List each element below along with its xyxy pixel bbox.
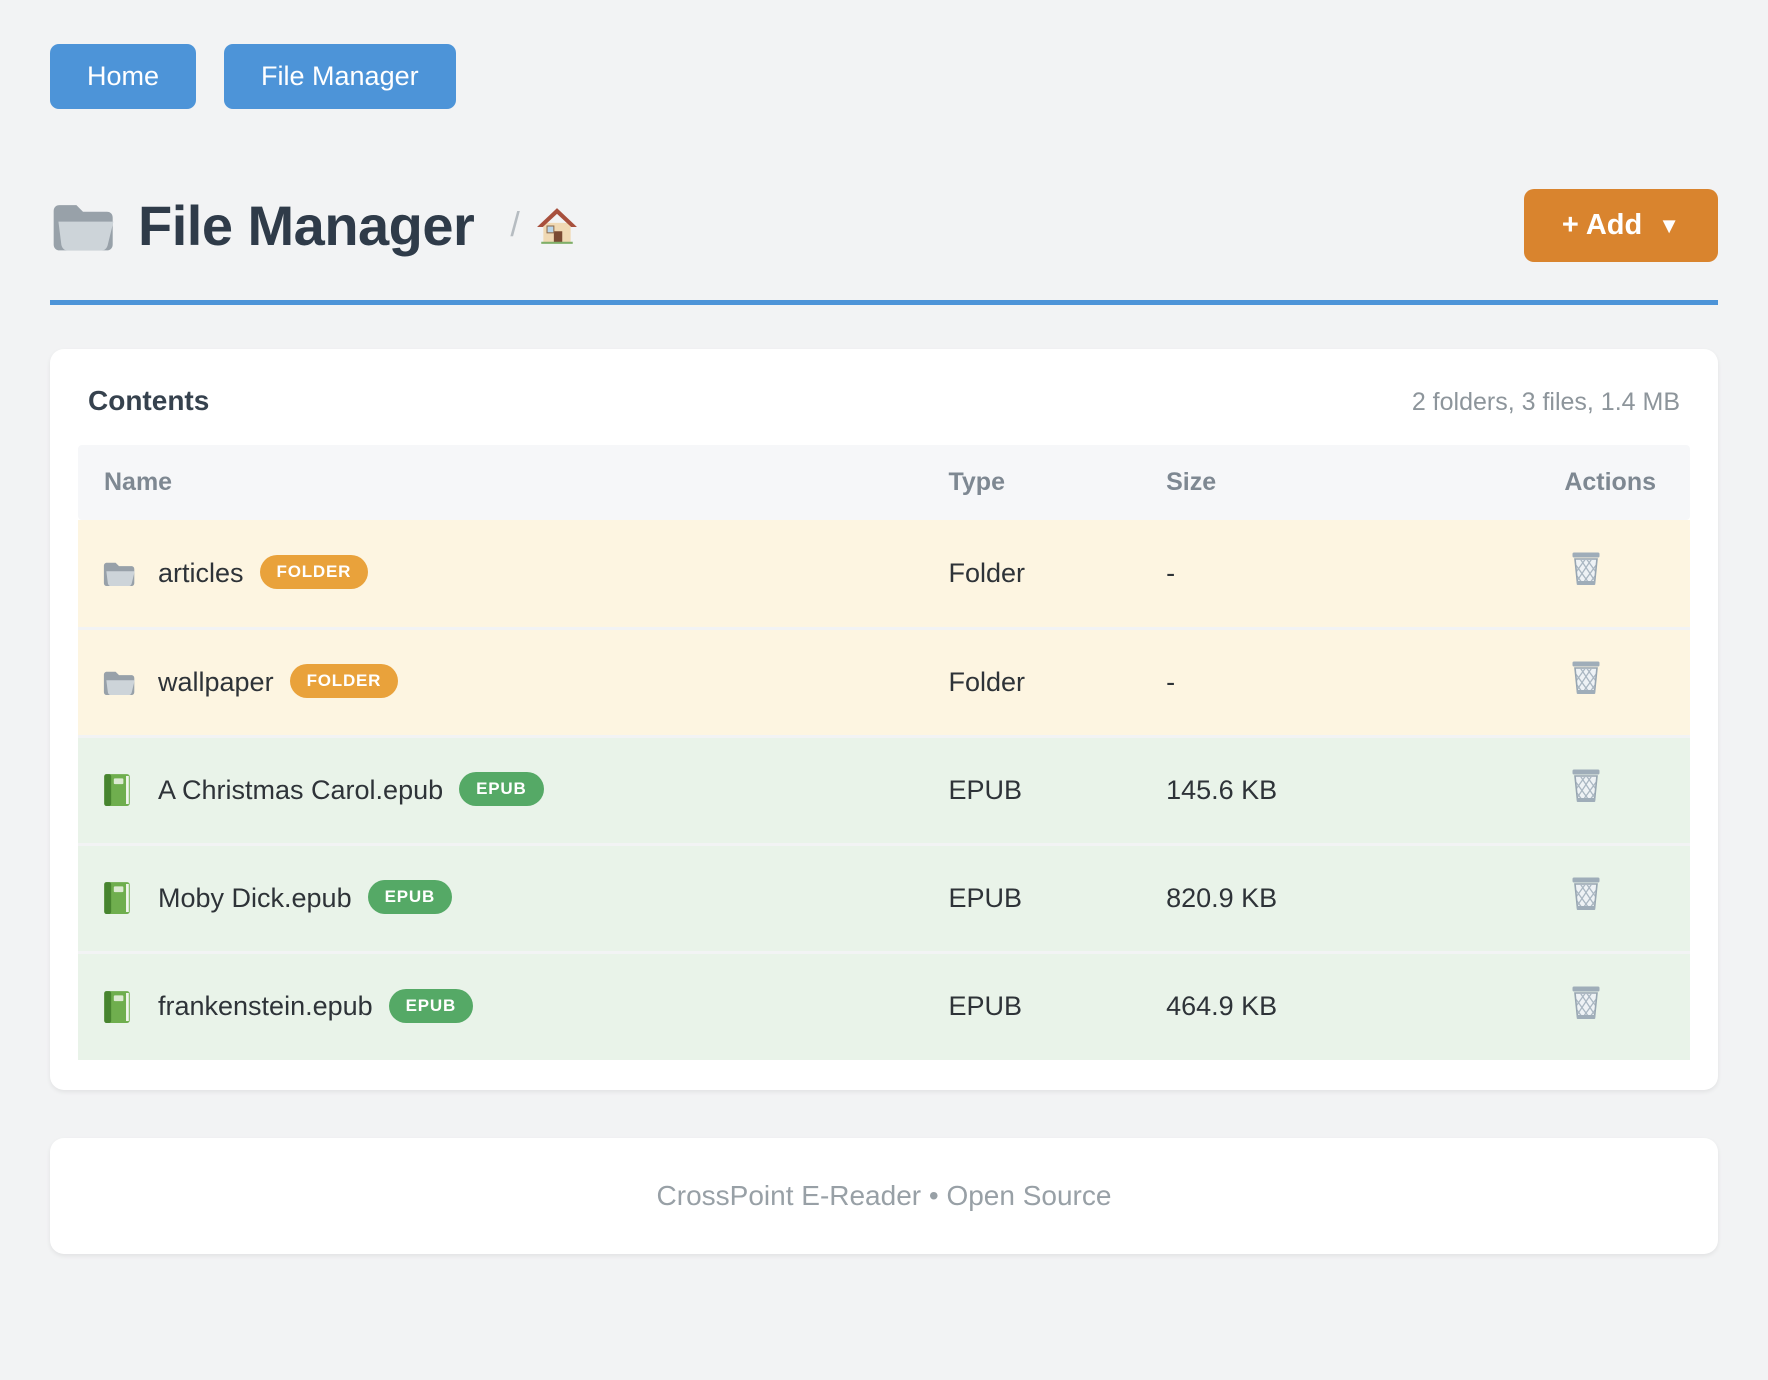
page: Home File Manager File Manager / + Add ▼ [50, 44, 1718, 1254]
file-type: EPUB [948, 842, 1167, 952]
wastebasket-icon [1572, 986, 1600, 1019]
breadcrumb-separator: / [510, 206, 520, 244]
add-button-label: + Add [1561, 209, 1643, 241]
column-header-actions: Actions [1432, 445, 1690, 520]
wastebasket-icon [1572, 769, 1600, 802]
type-badge: EPUB [367, 880, 453, 914]
contents-title: Contents [88, 385, 210, 416]
page-title: File Manager [138, 194, 475, 257]
page-header: File Manager / + Add ▼ [50, 189, 1718, 262]
trash-button[interactable] [1568, 984, 1604, 1023]
green-book-icon [102, 773, 138, 807]
contents-summary: 2 folders, 3 files, 1.4 MB [1411, 388, 1680, 416]
trash-button[interactable] [1568, 659, 1604, 698]
add-button[interactable]: + Add ▼ [1523, 189, 1718, 262]
footer-card: CrossPoint E-Reader • Open Source [50, 1138, 1718, 1254]
file-size: 820.9 KB [1166, 842, 1433, 952]
folder-icon [102, 559, 138, 588]
file-size: 464.9 KB [1166, 950, 1433, 1060]
folder-icon [53, 204, 114, 250]
home-button[interactable]: Home [50, 44, 197, 109]
table-row: Moby Dick.epub EPUB EPUB 820.9 KB [78, 842, 1690, 952]
contents-card: Contents 2 folders, 3 files, 1.4 MB Name… [50, 349, 1718, 1090]
type-badge: EPUB [459, 772, 544, 806]
file-type: Folder [948, 626, 1167, 736]
green-book-icon [102, 990, 138, 1024]
green-book-icon [102, 881, 138, 915]
file-type: EPUB [948, 734, 1167, 844]
table-header-row: Name Type Size Actions [78, 445, 1690, 520]
table-row: frankenstein.epub EPUB EPUB 464.9 KB [78, 950, 1690, 1060]
file-name[interactable]: articles [158, 557, 244, 588]
house-icon[interactable] [536, 207, 578, 245]
file-name[interactable]: Moby Dick.epub [158, 882, 352, 913]
file-name[interactable]: frankenstein.epub [158, 991, 373, 1022]
table-body: articles FOLDER Folder - [78, 520, 1690, 1060]
file-type: Folder [948, 520, 1167, 628]
file-name[interactable]: A Christmas Carol.epub [158, 774, 444, 805]
column-header-name: Name [78, 445, 949, 520]
type-badge: FOLDER [289, 664, 399, 698]
column-header-size: Size [1166, 445, 1433, 520]
type-badge: FOLDER [259, 555, 369, 590]
contents-card-head: Contents 2 folders, 3 files, 1.4 MB [78, 385, 1690, 417]
folder-icon [102, 668, 138, 697]
caret-down-icon: ▼ [1658, 212, 1680, 238]
trash-button[interactable] [1568, 550, 1604, 589]
file-table: Name Type Size Actions articles FOLDER F… [78, 445, 1690, 1060]
wastebasket-icon [1572, 661, 1600, 694]
file-name[interactable]: wallpaper [158, 666, 274, 697]
file-size: 145.6 KB [1166, 734, 1433, 844]
wastebasket-icon [1572, 552, 1600, 586]
column-header-type: Type [948, 445, 1167, 520]
file-size: - [1166, 520, 1433, 628]
title-wrap: File Manager / [50, 193, 578, 258]
file-type: EPUB [948, 950, 1167, 1060]
title-divider [50, 300, 1718, 305]
table-row: wallpaper FOLDER Folder - [78, 626, 1690, 736]
file-size: - [1166, 626, 1433, 736]
table-row: A Christmas Carol.epub EPUB EPUB 145.6 K… [78, 734, 1690, 844]
top-nav: Home File Manager [50, 44, 1718, 109]
trash-button[interactable] [1568, 875, 1604, 914]
table-row: articles FOLDER Folder - [78, 520, 1690, 628]
type-badge: EPUB [388, 988, 474, 1023]
wastebasket-icon [1572, 877, 1600, 910]
trash-button[interactable] [1568, 767, 1604, 806]
footer-text: CrossPoint E-Reader • Open Source [656, 1180, 1112, 1211]
file-manager-button[interactable]: File Manager [224, 44, 456, 109]
